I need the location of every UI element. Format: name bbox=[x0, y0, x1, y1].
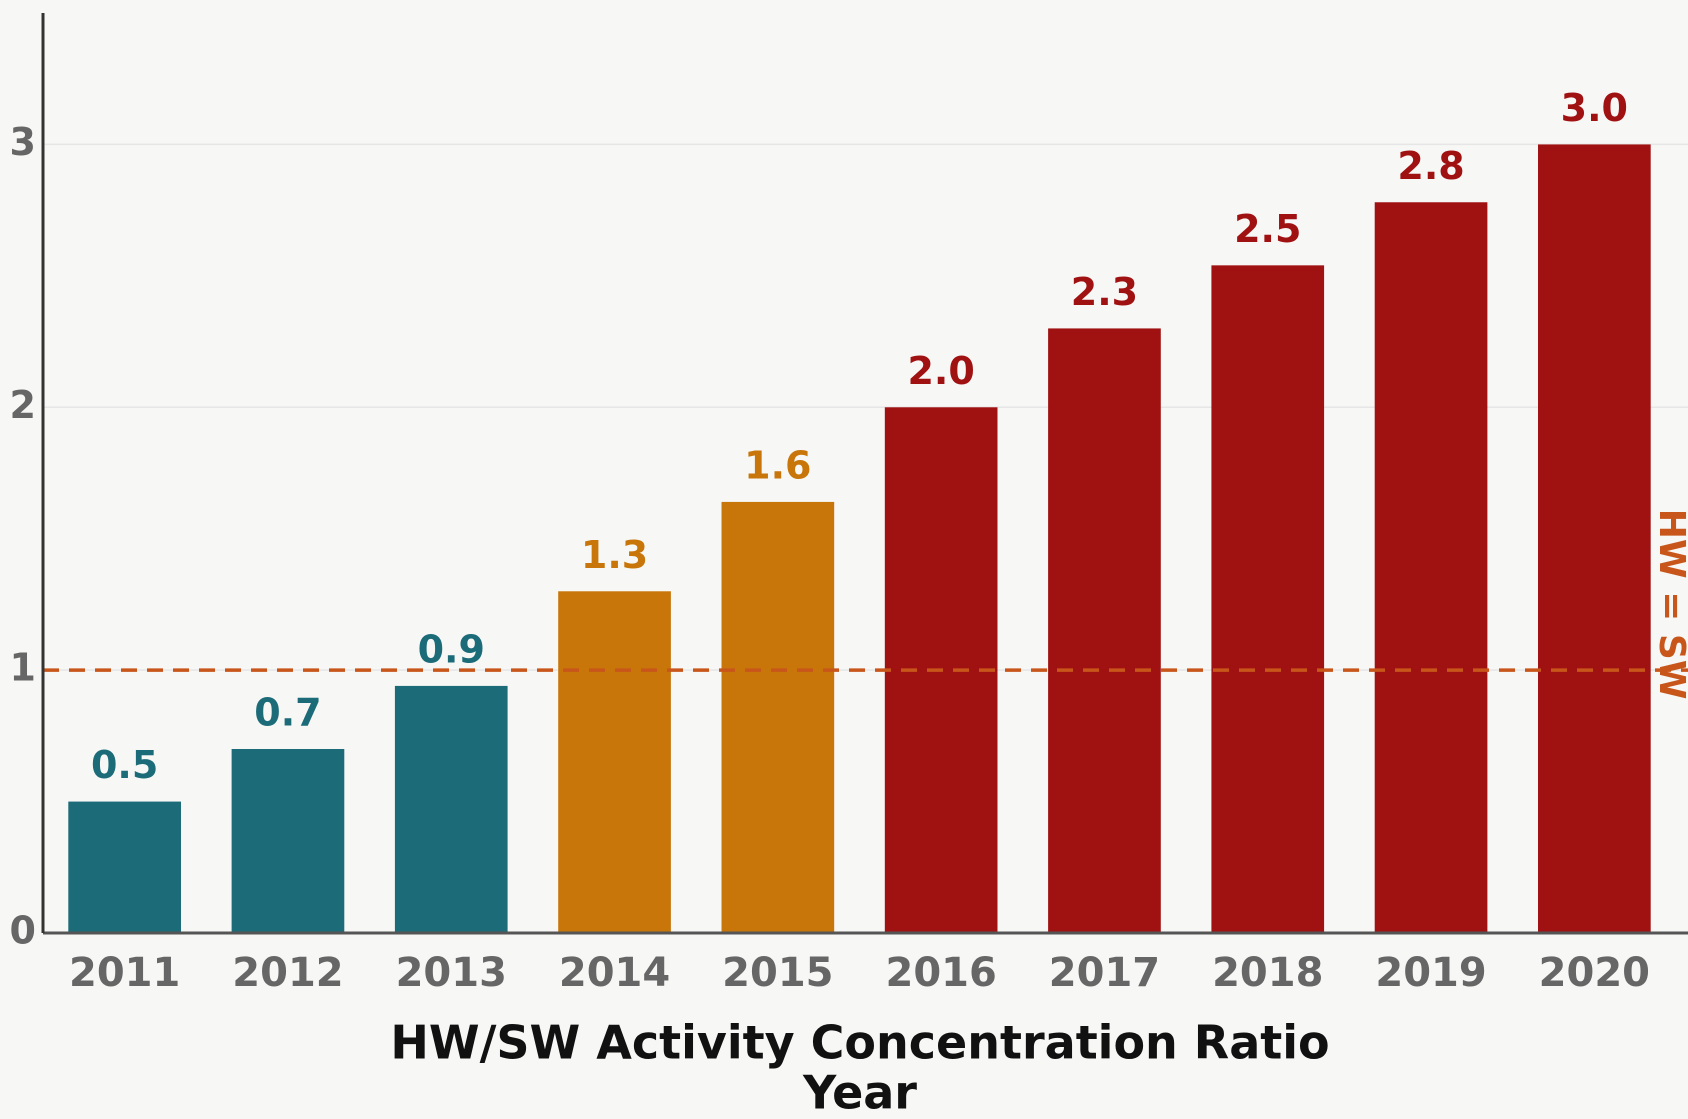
value-label: 2.5 bbox=[1234, 207, 1301, 251]
x-tick-label: 2018 bbox=[1212, 950, 1323, 996]
bar bbox=[721, 501, 835, 933]
x-tick-label: 2016 bbox=[885, 950, 996, 996]
value-label: 1.3 bbox=[581, 533, 648, 577]
bar bbox=[1374, 202, 1488, 933]
y-tick-label: 2 bbox=[10, 383, 36, 427]
x-tick-label: 2013 bbox=[396, 950, 507, 996]
x-tick-label: 2020 bbox=[1539, 950, 1650, 996]
y-tick-label: 0 bbox=[10, 909, 36, 953]
reference-label: HW = SW bbox=[1651, 509, 1688, 700]
bar bbox=[1048, 328, 1161, 933]
x-axis-label: Year bbox=[802, 1066, 917, 1119]
x-tick-label: 2014 bbox=[559, 950, 670, 996]
value-label: 1.6 bbox=[744, 443, 811, 487]
bar bbox=[558, 591, 671, 933]
value-label: 2.8 bbox=[1397, 144, 1464, 188]
chart-title: HW/SW Activity Concentration Ratio bbox=[390, 1016, 1329, 1070]
value-label: 2.3 bbox=[1071, 270, 1138, 314]
value-label: 0.7 bbox=[254, 691, 321, 735]
bar bbox=[231, 749, 345, 933]
bar bbox=[68, 801, 181, 933]
value-label: 0.9 bbox=[418, 627, 485, 671]
value-label: 2.0 bbox=[907, 349, 974, 393]
value-label: 3.0 bbox=[1561, 86, 1628, 130]
x-tick-label: 2019 bbox=[1375, 950, 1486, 996]
bar bbox=[1211, 265, 1325, 933]
y-tick-label: 3 bbox=[10, 120, 36, 164]
y-tick-label: 1 bbox=[10, 646, 36, 690]
bar bbox=[1538, 144, 1651, 933]
x-tick-label: 2011 bbox=[69, 950, 180, 996]
x-tick-label: 2012 bbox=[232, 950, 343, 996]
bar bbox=[394, 685, 508, 933]
x-tick-label: 2015 bbox=[722, 950, 833, 996]
value-label: 0.5 bbox=[91, 743, 158, 787]
x-tick-label: 2017 bbox=[1049, 950, 1160, 996]
